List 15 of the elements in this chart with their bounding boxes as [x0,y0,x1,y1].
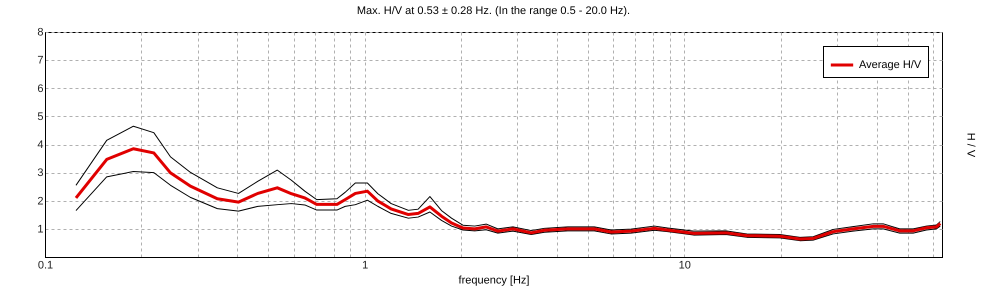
y-tick-label: 5 [37,110,44,123]
x-axis-title: frequency [Hz] [458,274,530,286]
y-tick-label: 2 [37,195,44,208]
y-axis-title: H / V [964,132,976,158]
x-tick-label: 0.1 [38,260,54,272]
legend-label: Average H/V [859,59,922,71]
y-tick-label: 7 [37,54,44,67]
y-tick-label: 8 [37,26,44,38]
x-tick-label: 10 [678,260,691,272]
chart-title: Max. H/V at 0.53 ± 0.28 Hz. (In the range 0.5 - 20.0 Hz). [356,5,630,17]
y-tick-label: 4 [37,139,44,151]
y-tick-label: 1 [37,223,44,236]
x-tick-label: 1 [362,260,368,272]
y-tick-label: 3 [37,167,44,180]
y-tick-label: 6 [37,82,44,95]
